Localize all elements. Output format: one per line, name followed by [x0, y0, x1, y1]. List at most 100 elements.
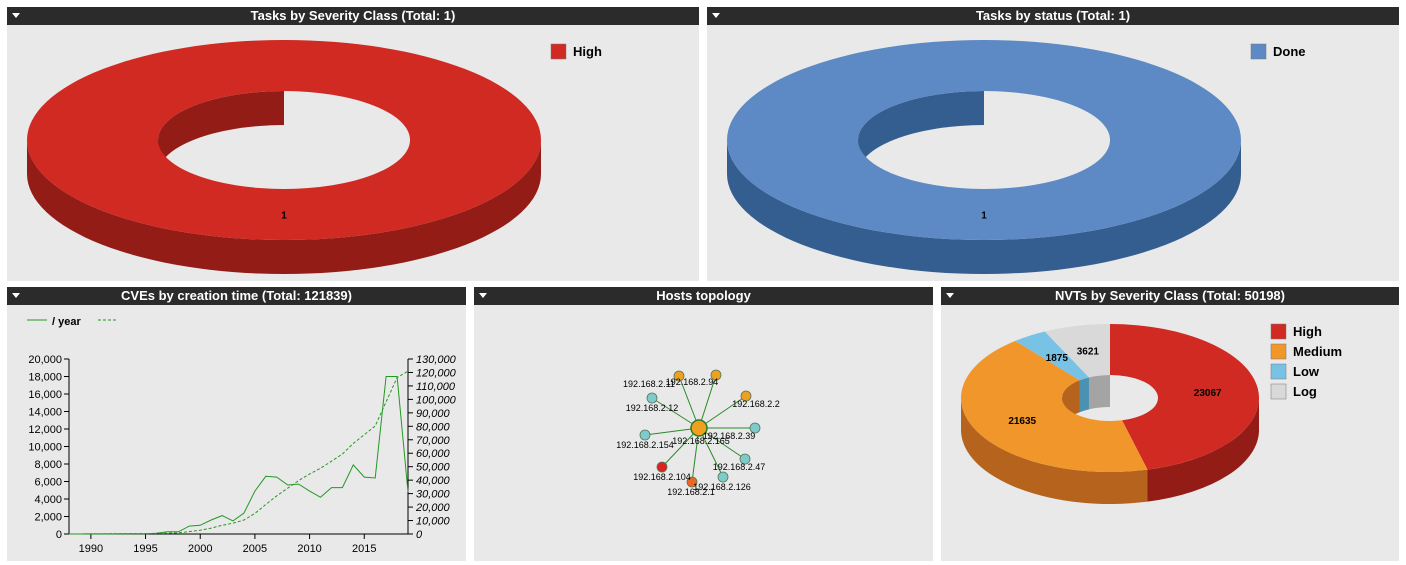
host-node: [686, 476, 698, 488]
legend-label-low: Low: [1293, 364, 1320, 379]
nvts-panel-title: NVTs by Severity Class (Total: 50198): [1054, 288, 1285, 303]
slice-value-label: 21635: [1008, 416, 1036, 427]
status-donut-chart: 1 Done: [727, 40, 1306, 274]
topology-panel-header: Hosts topology: [474, 287, 933, 305]
slice-value-label: 1875: [1046, 353, 1069, 364]
topology-link: [698, 427, 746, 460]
donut-inner-wall-low: [1079, 377, 1089, 413]
host-label: 192.168.2.39: [703, 431, 756, 441]
donut-slice-medium: [960, 340, 1148, 473]
legend-label-high: High: [573, 44, 602, 59]
topology-panel-title: Hosts topology: [656, 288, 751, 303]
left-y-tick-label: 6,000: [34, 477, 62, 489]
donut-slice-done: [727, 40, 1241, 240]
host-node: [739, 453, 751, 465]
right-y-tick-label: 10,000: [416, 516, 451, 528]
left-y-tick-label: 20,000: [28, 354, 62, 366]
severity-panel-header: Tasks by Severity Class (Total: 1): [7, 7, 699, 25]
donut-inner-wall-done: [858, 91, 984, 174]
right-y-tick-label: 80,000: [416, 421, 451, 433]
collapse-arrow-icon[interactable]: [12, 13, 20, 18]
central-host-node: [690, 419, 708, 437]
x-tick-label: 2015: [352, 543, 376, 555]
donut-inner-wall-high: [158, 91, 284, 174]
left-y-tick-label: 14,000: [28, 407, 62, 419]
collapse-arrow-icon[interactable]: [712, 13, 720, 18]
cves-line-chart: / year 0 2,000 4,000 6,000 8,000 10,000 12,000 1…: [27, 316, 457, 555]
donut-slice-high: [1110, 324, 1260, 470]
right-y-tick-label: 0: [416, 529, 423, 541]
slice-value-label: 1: [281, 211, 287, 222]
x-tick-label: 2010: [297, 543, 321, 555]
per-year-line: [69, 376, 409, 535]
left-y-tick-label: 12,000: [28, 424, 62, 436]
donut-outer-wall-done: [727, 140, 1241, 274]
left-y-tick-label: 10,000: [28, 442, 62, 454]
topology-link: [661, 427, 700, 468]
host-label: 192.168.2.94: [666, 377, 719, 387]
x-tick-label: 2000: [188, 543, 212, 555]
host-label: 192.168.2.11: [623, 379, 675, 389]
severity-panel: Tasks by Severity Class (Total: 1) 1 High: [7, 7, 699, 281]
collapse-arrow-icon[interactable]: [12, 293, 20, 298]
right-y-tick-label: 120,000: [416, 367, 457, 379]
topology-link: [644, 427, 700, 436]
left-y-tick-label: 0: [56, 529, 62, 541]
legend-label-done: Done: [1273, 44, 1306, 59]
host-label: 192.168.2.104: [633, 472, 691, 482]
collapse-arrow-icon[interactable]: [479, 293, 487, 298]
legend-swatch-high: [550, 43, 567, 60]
donut-slice-high: [27, 40, 541, 240]
right-y-tick-label: 30,000: [416, 489, 451, 501]
right-y-tick-label: 50,000: [416, 462, 451, 474]
legend-label-high: High: [1293, 324, 1322, 339]
severity-donut-chart: 1 High: [27, 40, 602, 274]
central-host-label: 192.168.2.165: [672, 436, 730, 446]
donut-inner-wall-log: [1088, 375, 1110, 410]
donut-outer-wall-high: [27, 140, 541, 274]
severity-panel-title: Tasks by Severity Class (Total: 1): [250, 8, 456, 23]
right-y-tick-label: 100,000: [416, 394, 457, 406]
topology-panel: Hosts topology 192.168.2.11 192.168.2.94 1…: [474, 287, 933, 561]
donut-slice-low: [1015, 331, 1089, 381]
nvts-panel: NVTs by Severity Class (Total: 50198) 23…: [941, 287, 1399, 561]
host-label: 192.168.2.12: [626, 403, 679, 413]
host-label: 192.168.2.1: [667, 487, 715, 497]
left-y-tick-label: 4,000: [34, 494, 62, 506]
x-tick-label: 1995: [133, 543, 157, 555]
right-y-tick-label: 20,000: [415, 502, 451, 514]
donut-outer-wall-high: [1147, 398, 1259, 502]
legend-label-medium: Medium: [1293, 344, 1342, 359]
cves-panel-title: CVEs by creation time (Total: 121839): [121, 288, 352, 303]
cves-panel: CVEs by creation time (Total: 121839) / …: [7, 287, 466, 561]
x-tick-label: 1990: [79, 543, 103, 555]
slice-value-label: 23067: [1194, 388, 1222, 399]
slice-value-label: 1: [981, 211, 987, 222]
collapse-arrow-icon[interactable]: [946, 293, 954, 298]
host-node: [749, 422, 761, 434]
cumulative-line: [68, 370, 409, 535]
host-node: [717, 471, 729, 483]
host-node: [740, 390, 752, 402]
legend-swatch-log: [1270, 383, 1287, 400]
right-y-tick-label: 60,000: [416, 448, 451, 460]
right-y-tick-label: 40,000: [416, 475, 451, 487]
x-tick-label: 2005: [243, 543, 267, 555]
legend-swatch-high: [1270, 323, 1287, 340]
topology-link: [698, 395, 747, 429]
left-y-tick-label: 8,000: [34, 459, 62, 471]
topology-link: [698, 427, 724, 478]
host-label: 192.168.2.47: [713, 462, 766, 472]
right-y-tick-label: 90,000: [416, 408, 451, 420]
right-y-tick-label: 130,000: [416, 354, 457, 366]
cves-panel-header: CVEs by creation time (Total: 121839): [7, 287, 466, 305]
host-node: [639, 429, 651, 441]
nvts-panel-header: NVTs by Severity Class (Total: 50198): [941, 287, 1399, 305]
topology-link: [691, 427, 700, 483]
left-y-tick-label: 18,000: [28, 372, 62, 384]
topology-link: [651, 397, 700, 429]
topology-link: [698, 374, 717, 429]
host-node: [656, 461, 668, 473]
donut-outer-wall-medium: [961, 398, 1148, 505]
